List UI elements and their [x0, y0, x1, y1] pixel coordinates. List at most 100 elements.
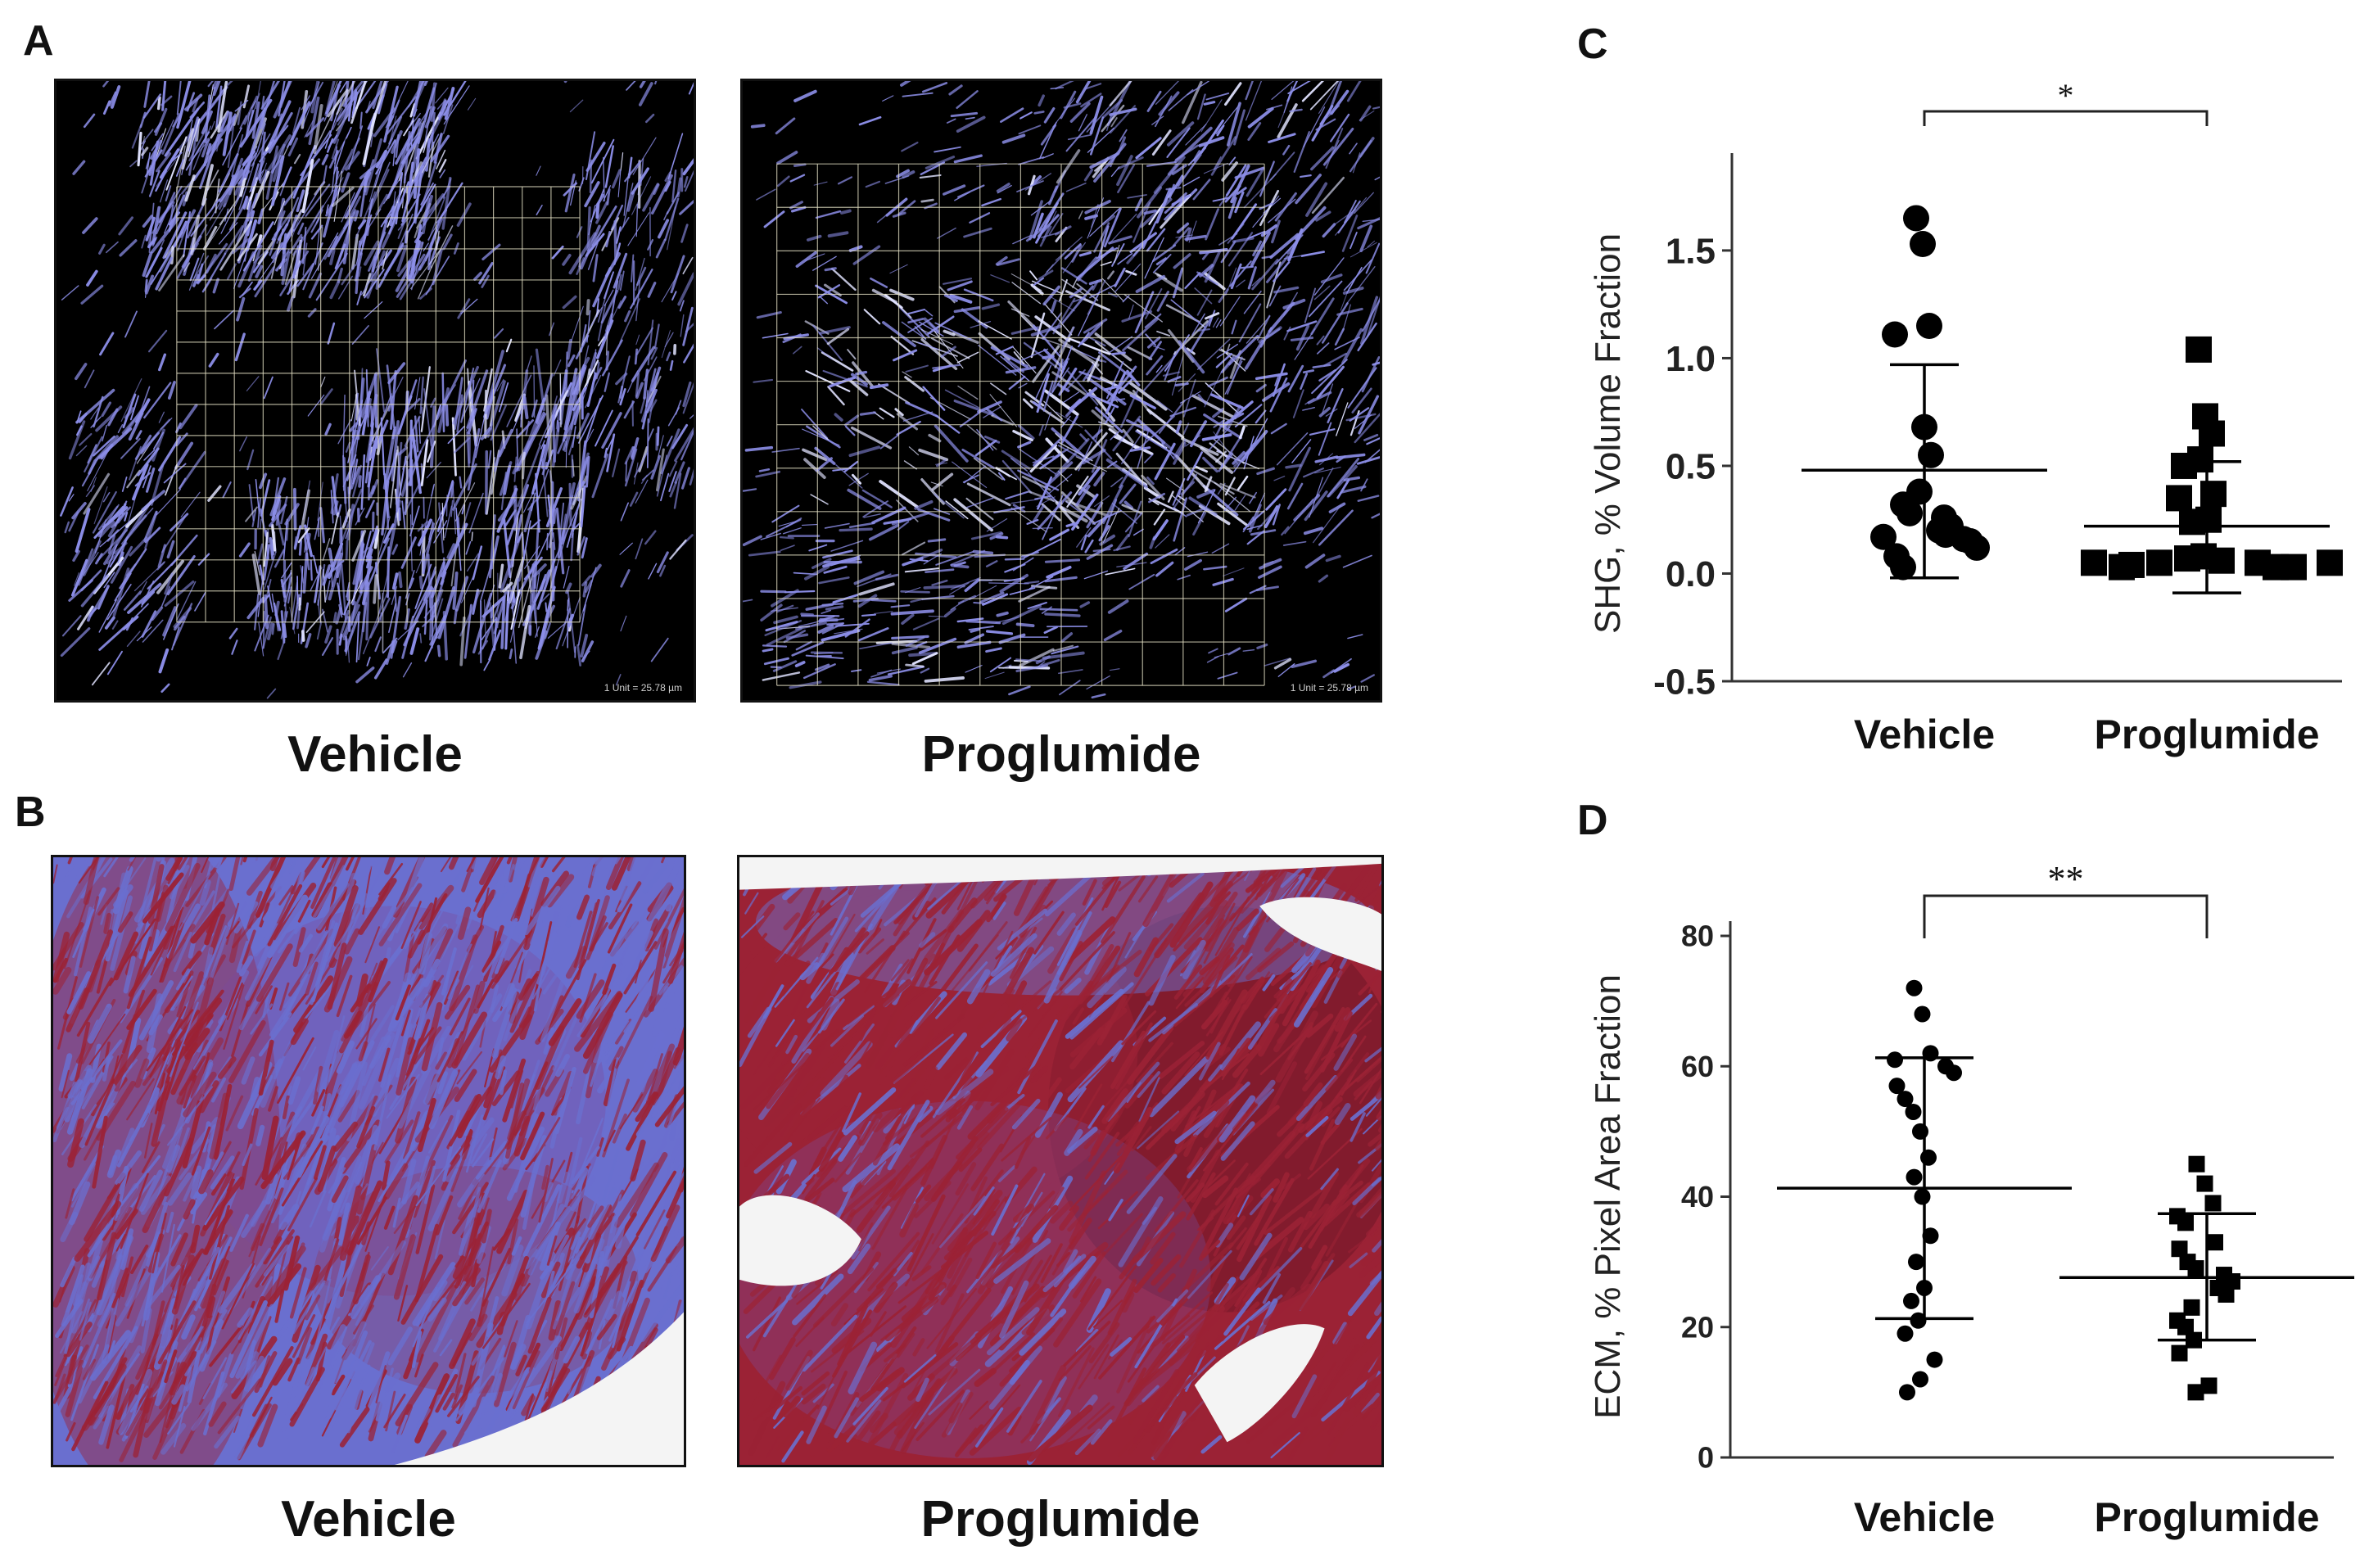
fiber-segment — [103, 572, 115, 589]
fiber-strand — [96, 1102, 115, 1127]
fiber-segment — [343, 599, 351, 616]
fiber-segment — [1087, 127, 1114, 153]
fiber-segment — [245, 110, 255, 139]
fiber-segment — [254, 550, 260, 576]
fiber-segment — [251, 509, 257, 527]
fiber-segment — [1206, 656, 1219, 663]
fiber-strand — [415, 1146, 462, 1207]
fiber-segment — [1122, 428, 1134, 444]
fiber-strand — [617, 857, 652, 913]
fiber-segment — [817, 624, 834, 634]
fiber-segment — [467, 553, 479, 572]
fiber-strand — [501, 983, 515, 1008]
fiber-segment — [619, 542, 633, 555]
fiber-segment — [1059, 680, 1081, 696]
fiber-segment — [689, 468, 694, 486]
fiber-segment — [1175, 234, 1193, 238]
fiber-strand — [60, 1256, 77, 1288]
fiber-strand — [1014, 1204, 1059, 1254]
fiber-segment — [1196, 338, 1231, 370]
tissue-void — [394, 1312, 684, 1465]
fiber-strand — [241, 857, 268, 898]
fiber-segment — [1185, 124, 1207, 146]
fiber-segment — [406, 161, 414, 205]
fiber-segment — [279, 250, 310, 296]
fiber-segment — [985, 630, 1014, 635]
fiber-strand — [74, 1200, 122, 1262]
fiber-strand — [76, 977, 113, 1037]
fiber-segment — [1336, 453, 1366, 459]
fiber-segment — [418, 576, 423, 590]
fiber-strand — [378, 862, 404, 896]
fiber-strand — [79, 896, 100, 968]
fiber-segment — [106, 529, 120, 542]
fiber-segment — [488, 629, 502, 661]
fiber-strand — [58, 1053, 73, 1092]
fiber-strand — [367, 857, 388, 897]
fiber-segment — [953, 498, 993, 532]
fiber-segment — [444, 505, 453, 539]
fiber-strand — [84, 857, 90, 866]
fiber-segment — [1065, 500, 1092, 521]
fiber-segment — [650, 346, 658, 360]
fiber-segment — [572, 426, 576, 449]
fiber-strand — [585, 1328, 600, 1354]
fiber-strand — [570, 1175, 596, 1211]
fiber-segment — [911, 652, 938, 666]
fiber-segment — [1100, 261, 1112, 266]
fiber-segment — [1191, 468, 1235, 495]
fiber-strand — [469, 1118, 486, 1146]
fiber-segment — [324, 625, 332, 644]
fiber-segment — [239, 436, 248, 452]
fiber-strand — [370, 1057, 401, 1117]
fiber-segment — [287, 137, 299, 157]
fiber-segment — [611, 169, 622, 189]
fiber-strand — [411, 1331, 423, 1368]
fiber-segment — [214, 310, 234, 330]
fiber-segment — [1242, 510, 1265, 531]
fiber-segment — [806, 425, 841, 449]
fiber-segment — [341, 488, 363, 543]
fiber-strand — [1373, 1400, 1381, 1410]
fiber-strand — [629, 1152, 668, 1218]
fiber-segment — [1290, 337, 1314, 341]
fiber-segment — [1308, 280, 1343, 318]
fiber-segment — [1238, 425, 1246, 440]
fiber-strand — [1214, 1162, 1249, 1206]
fiber-segment — [511, 406, 524, 433]
fiber-segment — [579, 382, 589, 410]
fiber-segment — [1245, 81, 1254, 101]
fiber-segment — [545, 394, 552, 460]
fiber-segment — [659, 564, 667, 577]
fiber-strand — [1330, 1337, 1356, 1384]
fiber-segment — [218, 153, 239, 193]
fiber-segment — [159, 148, 180, 179]
fiber-segment — [540, 440, 545, 450]
fiber-segment — [1328, 502, 1346, 513]
fiber-segment — [242, 150, 255, 167]
fiber-segment — [296, 263, 314, 287]
fiber-segment — [1126, 418, 1149, 432]
fiber-segment — [1098, 525, 1110, 542]
fiber-segment — [326, 138, 334, 153]
fiber-segment — [1277, 662, 1295, 677]
fiber-segment — [1343, 259, 1372, 291]
fiber-segment — [917, 341, 942, 351]
fiber-segment — [612, 448, 621, 478]
fiber-segment — [1325, 128, 1344, 169]
fiber-segment — [369, 440, 378, 459]
fiber-segment — [521, 451, 526, 480]
fiber-segment — [957, 385, 979, 400]
fiber-segment — [183, 262, 191, 273]
fiber-segment — [463, 603, 472, 659]
fiber-segment — [1246, 168, 1264, 197]
fiber-segment — [1155, 364, 1163, 373]
fiber-segment — [456, 394, 463, 433]
fiber-segment — [414, 228, 418, 239]
fiber-strand — [582, 992, 623, 1060]
fiber-segment — [1185, 435, 1201, 447]
fiber-segment — [1242, 648, 1255, 652]
fiber-strand — [1133, 1258, 1164, 1294]
fiber-segment — [467, 97, 477, 111]
fiber-segment — [547, 621, 567, 639]
